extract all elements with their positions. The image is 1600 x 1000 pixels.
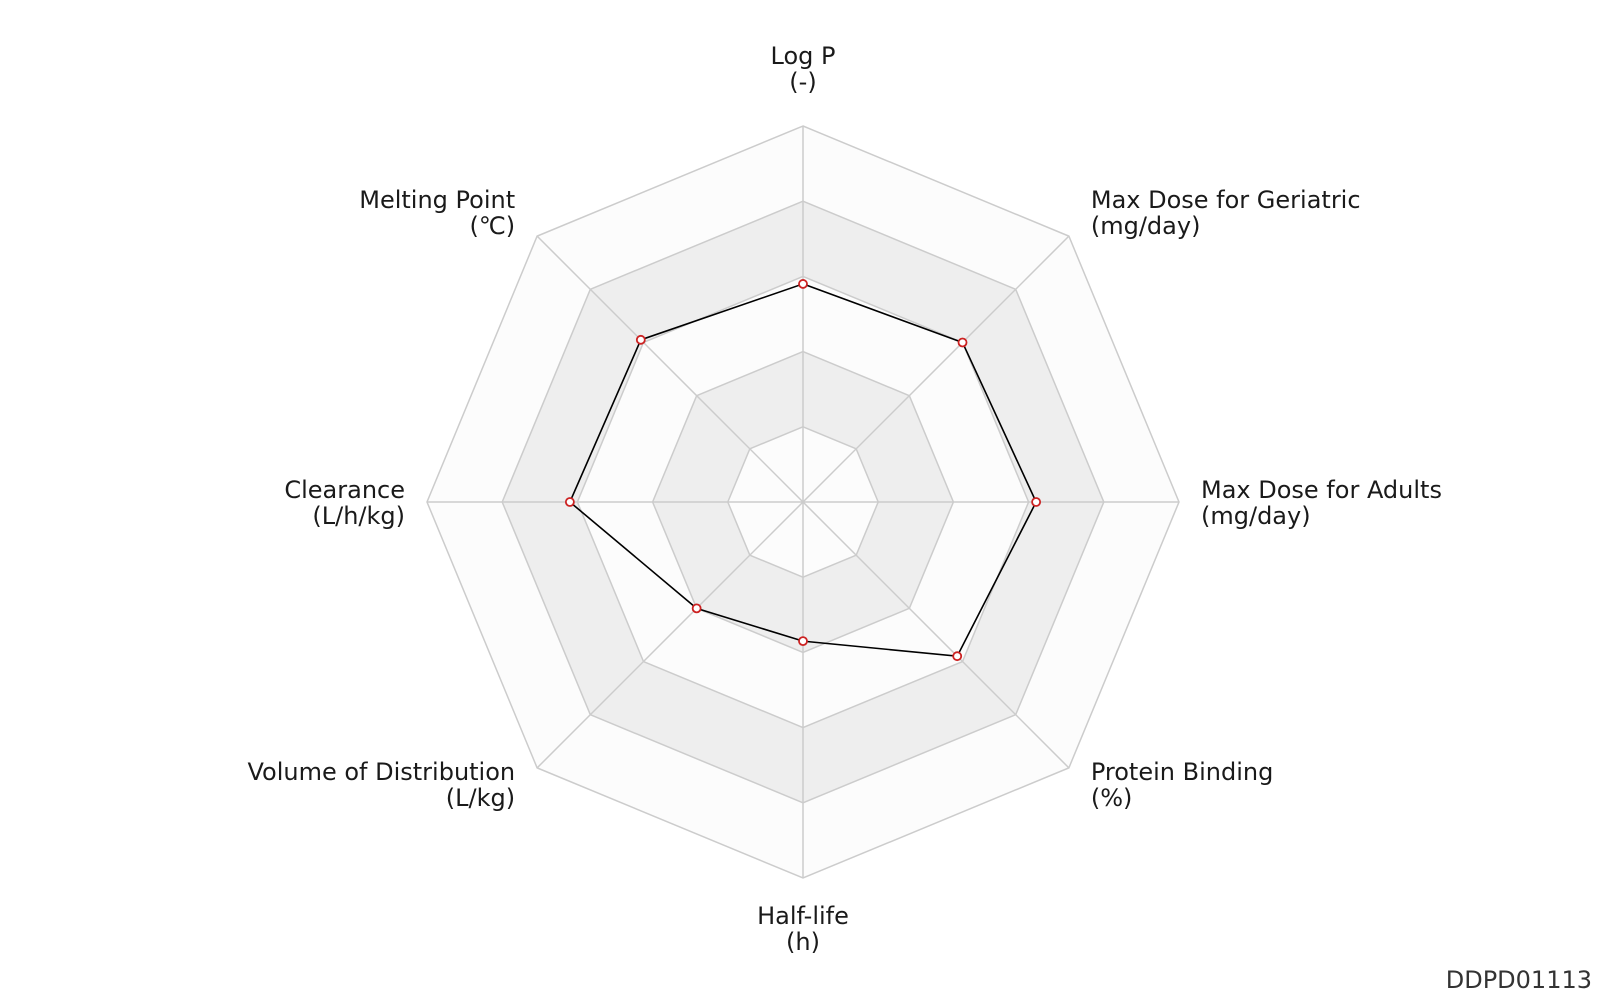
data-point-5: [691, 603, 702, 614]
axis-label-1: Max Dose for Geriatric(mg/day): [1091, 186, 1361, 240]
axis-name: Log P: [771, 42, 836, 70]
data-point-4: [798, 636, 808, 647]
axis-label-7: Melting Point(℃): [359, 186, 515, 240]
radar-series: [564, 279, 1042, 662]
axis-name: Max Dose for Adults: [1201, 476, 1442, 504]
axis-name: Max Dose for Geriatric: [1091, 186, 1361, 214]
data-point-2: [1031, 497, 1042, 507]
data-point-6: [564, 497, 575, 507]
axis-name: Protein Binding: [1091, 758, 1273, 786]
axis-labels: Log P(-)Max Dose for Geriatric(mg/day)Ma…: [247, 42, 1442, 956]
axis-label-3: Protein Binding(%): [1091, 758, 1273, 812]
data-point-1: [957, 337, 968, 348]
axis-name: Clearance: [284, 476, 405, 504]
data-point-7: [635, 334, 646, 345]
axis-unit: (L/kg): [446, 784, 515, 812]
axis-unit: (℃): [469, 212, 515, 240]
axis-name: Half-life: [757, 902, 849, 930]
axis-unit: (-): [789, 68, 816, 96]
axis-unit: (%): [1091, 784, 1133, 812]
axis-label-5: Volume of Distribution(L/kg): [247, 758, 515, 812]
axis-label-2: Max Dose for Adults(mg/day): [1201, 476, 1442, 530]
spoke-7: [536, 235, 804, 503]
axis-unit: (mg/day): [1201, 502, 1311, 530]
data-point-3: [952, 651, 963, 662]
axis-label-0: Log P(-): [771, 42, 836, 96]
axis-name: Melting Point: [359, 186, 515, 214]
radar-spokes: [427, 126, 1179, 878]
spoke-5: [536, 501, 804, 769]
chart-identifier: DDPD01113: [1445, 966, 1592, 994]
axis-unit: (h): [786, 928, 820, 956]
axis-label-4: Half-life(h): [757, 902, 849, 956]
spoke-1: [802, 235, 1070, 503]
axis-unit: (L/h/kg): [312, 502, 405, 530]
axis-label-6: Clearance(L/h/kg): [284, 476, 405, 530]
data-point-0: [798, 279, 808, 289]
axis-name: Volume of Distribution: [247, 758, 515, 786]
spoke-3: [802, 501, 1070, 769]
axis-unit: (mg/day): [1091, 212, 1201, 240]
